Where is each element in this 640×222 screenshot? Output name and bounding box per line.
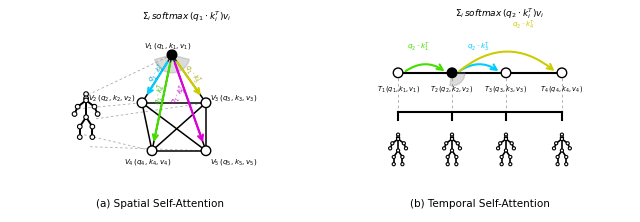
Circle shape xyxy=(76,104,80,109)
Circle shape xyxy=(397,149,399,152)
Circle shape xyxy=(72,112,77,116)
Circle shape xyxy=(401,155,404,159)
Circle shape xyxy=(92,104,97,109)
Text: $T_1\,(q_1,k_1,v_1)$: $T_1\,(q_1,k_1,v_1)$ xyxy=(376,84,420,94)
Circle shape xyxy=(556,155,559,159)
Circle shape xyxy=(403,142,405,145)
Circle shape xyxy=(397,137,399,141)
Text: $V_1\,(q_1,k_1,v_1)$: $V_1\,(q_1,k_1,v_1)$ xyxy=(144,41,192,51)
Circle shape xyxy=(392,163,396,166)
Circle shape xyxy=(137,98,147,108)
Circle shape xyxy=(509,155,512,159)
Circle shape xyxy=(504,136,508,139)
Circle shape xyxy=(451,137,454,141)
Circle shape xyxy=(500,155,503,159)
Circle shape xyxy=(404,147,408,150)
Text: $q_1 \cdot k_2^T$: $q_1 \cdot k_2^T$ xyxy=(146,61,170,86)
Circle shape xyxy=(397,133,399,136)
Circle shape xyxy=(455,155,458,159)
Circle shape xyxy=(445,142,448,145)
Circle shape xyxy=(501,68,511,78)
Circle shape xyxy=(555,142,557,145)
Circle shape xyxy=(455,163,458,166)
Circle shape xyxy=(84,98,88,103)
Text: $\Sigma_i\,softmax\,(q_1 \cdot k_i^T)v_i$: $\Sigma_i\,softmax\,(q_1 \cdot k_i^T)v_i… xyxy=(142,9,232,24)
Text: $V_2\,(q_2,k_2,v_2)$: $V_2\,(q_2,k_2,v_2)$ xyxy=(88,93,136,103)
Circle shape xyxy=(510,142,513,145)
Circle shape xyxy=(561,137,563,141)
Text: $T_4\,(q_4,k_4,v_4)$: $T_4\,(q_4,k_4,v_4)$ xyxy=(540,84,584,94)
Circle shape xyxy=(568,147,572,150)
Text: $q_1 \cdot k_5^T$: $q_1 \cdot k_5^T$ xyxy=(168,83,191,108)
Circle shape xyxy=(504,137,508,141)
Circle shape xyxy=(512,147,515,150)
Text: $V_4\,(q_4,k_4,v_4)$: $V_4\,(q_4,k_4,v_4)$ xyxy=(124,157,172,167)
Circle shape xyxy=(451,149,454,152)
Circle shape xyxy=(84,115,88,119)
Circle shape xyxy=(90,135,95,139)
Text: $\Sigma_i\,softmax\,(q_2 \cdot k_i^T)v_i$: $\Sigma_i\,softmax\,(q_2 \cdot k_i^T)v_i… xyxy=(455,6,545,21)
Circle shape xyxy=(509,163,512,166)
Circle shape xyxy=(564,163,568,166)
Circle shape xyxy=(201,98,211,108)
Circle shape xyxy=(90,124,95,129)
Text: (a) Spatial Self-Attention: (a) Spatial Self-Attention xyxy=(96,199,224,209)
Circle shape xyxy=(201,146,211,156)
Circle shape xyxy=(561,136,563,139)
Circle shape xyxy=(167,50,177,60)
Circle shape xyxy=(458,147,461,150)
Circle shape xyxy=(401,163,404,166)
Wedge shape xyxy=(450,73,465,86)
Circle shape xyxy=(564,155,568,159)
Text: $q_2 \cdot k_3^T$: $q_2 \cdot k_3^T$ xyxy=(467,41,491,54)
Circle shape xyxy=(451,136,454,139)
Circle shape xyxy=(95,112,100,116)
Wedge shape xyxy=(155,55,189,73)
Circle shape xyxy=(500,163,503,166)
Circle shape xyxy=(497,147,500,150)
Text: (b) Temporal Self-Attention: (b) Temporal Self-Attention xyxy=(410,199,550,209)
Text: $q_1 \cdot k_4^T$: $q_1 \cdot k_4^T$ xyxy=(152,82,170,106)
Circle shape xyxy=(447,68,457,78)
Circle shape xyxy=(77,124,82,129)
Circle shape xyxy=(394,68,403,78)
Circle shape xyxy=(451,133,454,136)
Circle shape xyxy=(499,142,502,145)
Text: $V_5\,(q_5,k_5,v_5)$: $V_5\,(q_5,k_5,v_5)$ xyxy=(210,157,258,167)
Circle shape xyxy=(442,147,445,150)
Circle shape xyxy=(504,149,508,152)
Circle shape xyxy=(561,133,563,136)
Text: $q_1 \cdot k_3^T$: $q_1 \cdot k_3^T$ xyxy=(180,62,204,87)
Circle shape xyxy=(388,147,392,150)
Circle shape xyxy=(504,133,508,136)
Circle shape xyxy=(147,146,157,156)
Circle shape xyxy=(566,142,569,145)
Circle shape xyxy=(556,163,559,166)
Circle shape xyxy=(77,135,82,139)
Circle shape xyxy=(552,147,556,150)
Text: $T_2\,(q_2,k_2,v_2)$: $T_2\,(q_2,k_2,v_2)$ xyxy=(431,84,474,94)
Circle shape xyxy=(391,142,394,145)
Circle shape xyxy=(84,96,88,101)
Circle shape xyxy=(446,163,449,166)
Circle shape xyxy=(392,155,396,159)
Circle shape xyxy=(397,136,399,139)
Text: $q_2 \cdot k_4^T$: $q_2 \cdot k_4^T$ xyxy=(513,19,536,32)
Text: $T_3\,(q_3,k_3,v_3)$: $T_3\,(q_3,k_3,v_3)$ xyxy=(484,84,527,94)
Text: $V_3\,(q_3,k_3,v_3)$: $V_3\,(q_3,k_3,v_3)$ xyxy=(210,93,258,103)
Circle shape xyxy=(84,92,88,96)
Circle shape xyxy=(456,142,460,145)
Text: $q_2 \cdot k_1^T$: $q_2 \cdot k_1^T$ xyxy=(408,41,431,54)
Circle shape xyxy=(446,155,449,159)
Circle shape xyxy=(557,68,566,78)
Circle shape xyxy=(561,149,563,152)
